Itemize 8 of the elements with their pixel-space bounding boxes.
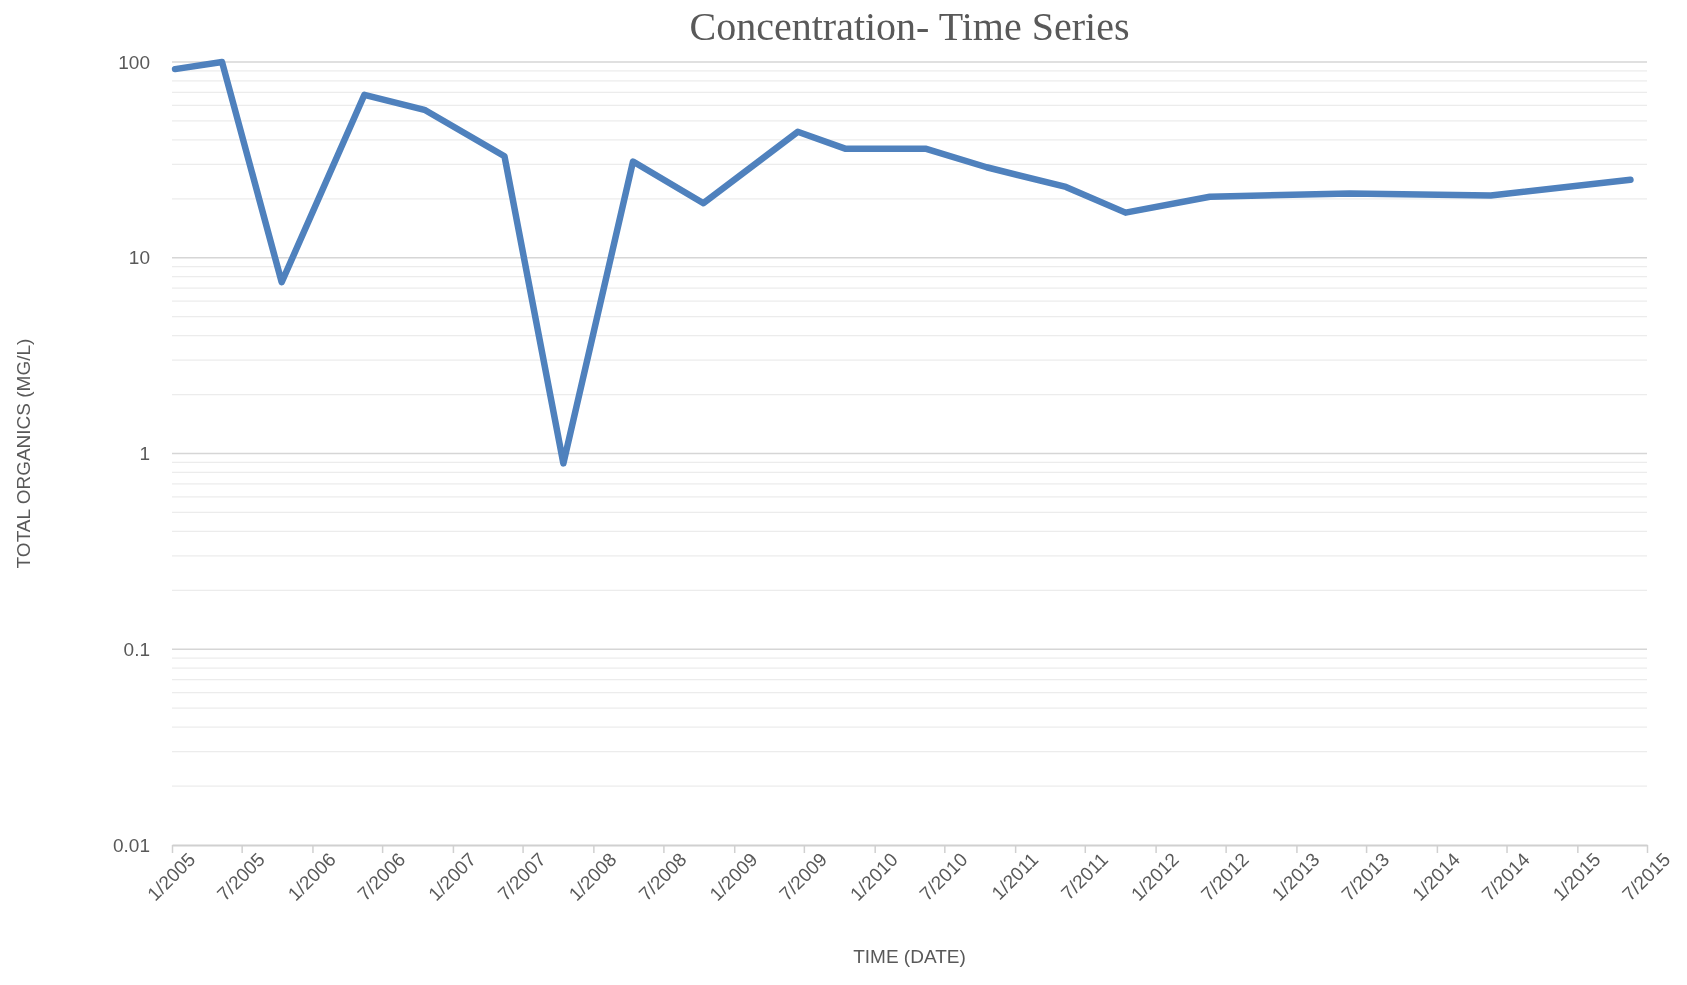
y-tick-label: 0.1 [123,638,150,660]
y-tick-label: 1 [139,443,150,465]
y-tick-label: 10 [128,247,150,269]
chart-title: Concentration- Time Series [689,4,1130,49]
y-tick-label: 0.01 [113,834,150,856]
x-axis-title: TIME (DATE) [853,946,966,967]
y-axis-title: TOTAL ORGANICS (MG/L) [13,338,34,569]
y-tick-label: 100 [118,51,150,73]
